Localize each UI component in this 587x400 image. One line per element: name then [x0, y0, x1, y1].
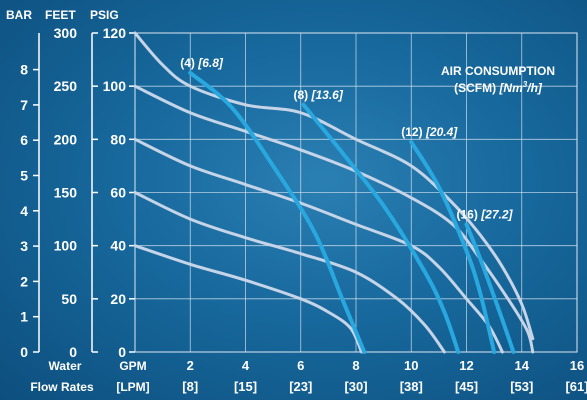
air-curve-(8)	[301, 102, 461, 354]
title-unit: [Nm	[498, 81, 523, 95]
air-label-metric: [13.6]	[311, 88, 344, 102]
psig-tick-label: 0	[118, 344, 126, 360]
x-tick-gpm: 10	[404, 358, 418, 373]
feet-tick-label: 0	[69, 344, 77, 360]
air-label-scfm: (12)	[401, 125, 426, 139]
bar-axis-header: BAR	[6, 8, 32, 22]
feet-tick-label: 200	[54, 131, 78, 147]
feet-tick-label: 100	[54, 238, 78, 254]
bar-tick-label: 4	[20, 203, 28, 219]
psig-tick-label: 80	[110, 131, 126, 147]
x-tick-gpm: 8	[352, 358, 359, 373]
psig-axis-header: PSIG	[90, 8, 119, 22]
psig-tick-label: 100	[103, 78, 127, 94]
x-tick-lpm: [38]	[400, 379, 423, 394]
chart-title-line1: AIR CONSUMPTION	[441, 64, 555, 78]
pressure-curve-2	[133, 137, 504, 354]
pressure-curve-1	[133, 191, 446, 354]
air-curve-(16)	[464, 222, 516, 354]
psig-tick-label: 120	[103, 25, 127, 41]
feet-tick-label: 50	[61, 291, 77, 307]
x-tick-lpm: [30]	[344, 379, 367, 394]
bar-tick-label: 8	[20, 62, 28, 78]
feet-axis-header: FEET	[45, 8, 76, 22]
bar-tick-label: 5	[20, 168, 28, 184]
title-unit-sup: 3	[523, 80, 528, 89]
air-curve-(4)	[188, 70, 367, 354]
air-consumption-curves	[188, 70, 516, 354]
pressure-curve-3	[133, 84, 535, 354]
bar-axis-ticks: 0 1 2 3 4 5 6 7 8	[20, 62, 39, 360]
x-axis-ticks: 2 [8] 4 [15] 6 [23] 8 [30] 10 [38] 12 [45] 14 [53] 16 […	[182, 358, 587, 394]
x-tick-gpm: 2	[187, 358, 194, 373]
x-tick-gpm: 14	[515, 358, 530, 373]
air-curve-label: (16) [27.2]	[457, 207, 514, 221]
psig-tick-label: 60	[110, 185, 126, 201]
bar-tick-label: 0	[20, 344, 28, 360]
x-tick-gpm: 16	[570, 358, 584, 373]
air-label-scfm: (4)	[180, 56, 198, 70]
feet-tick-label: 300	[54, 25, 78, 41]
psig-axis-ticks: 0 20 40 60 80 100 120	[103, 25, 135, 360]
x-tick-gpm: 6	[297, 358, 304, 373]
x-tick-gpm: 4	[242, 358, 250, 373]
pressure-curve-0	[133, 244, 364, 354]
air-curve-label: (8) [13.6]	[294, 88, 344, 102]
x-tick-lpm: [45]	[455, 379, 478, 394]
air-label-scfm: (8)	[294, 88, 312, 102]
bar-tick-label: 6	[20, 132, 28, 148]
air-curve-label: (12) [20.4]	[401, 125, 458, 139]
psig-tick-label: 40	[110, 238, 126, 254]
bar-tick-label: 1	[20, 309, 28, 325]
bar-tick-label: 3	[20, 238, 28, 254]
pressure-curve-4	[133, 31, 535, 341]
x-tick-lpm: [15]	[234, 379, 257, 394]
psig-tick-label: 20	[110, 291, 126, 307]
air-label-scfm: (16)	[457, 207, 482, 221]
x-header-water: Water	[49, 359, 82, 373]
chart-title-line2: (SCFM) [Nm3/h]	[454, 80, 543, 95]
x-tick-lpm: [53]	[510, 379, 533, 394]
air-label-metric: [20.4]	[425, 125, 458, 139]
x-tick-lpm: [23]	[289, 379, 312, 394]
air-label-metric: [6.8]	[197, 56, 224, 70]
feet-tick-label: 250	[54, 78, 78, 94]
bar-tick-label: 7	[20, 97, 28, 113]
bar-tick-label: 2	[20, 273, 28, 289]
x-header-lpm: [LPM]	[116, 380, 149, 394]
x-header-flow-rates: Flow Rates	[30, 380, 94, 394]
air-curve-(12)	[409, 139, 497, 354]
air-label-metric: [27.2]	[480, 207, 513, 221]
x-tick-lpm: [8]	[182, 379, 198, 394]
feet-tick-label: 150	[54, 185, 78, 201]
x-tick-lpm: [61]	[565, 379, 587, 394]
title-scfm: (SCFM)	[454, 81, 496, 95]
air-consumption-labels: (4) [6.8] (8) [13.6] (12) [20.4] (16) [27.2…	[180, 56, 513, 222]
x-tick-gpm: 12	[459, 358, 473, 373]
title-unit-end: /h]	[526, 81, 543, 95]
air-curve-label: (4) [6.8]	[180, 56, 224, 70]
x-header-gpm: GPM	[119, 359, 146, 373]
feet-axis-ticks: 0 50 100 150 200 250 300	[54, 25, 98, 360]
